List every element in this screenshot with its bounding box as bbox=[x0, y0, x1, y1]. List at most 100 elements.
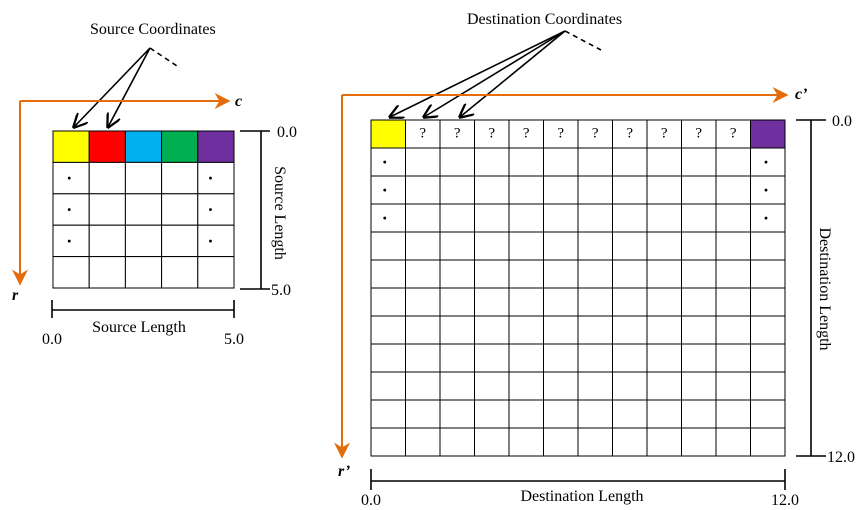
destination-h-start: 0.0 bbox=[361, 492, 381, 509]
destination-cell bbox=[508, 259, 544, 289]
destination-cell bbox=[750, 343, 786, 373]
destination-cell bbox=[681, 259, 717, 289]
destination-cell bbox=[405, 287, 441, 317]
source-col-axis-label: c bbox=[235, 93, 242, 110]
destination-cell bbox=[370, 175, 406, 205]
destination-ellipsis-dot: . bbox=[764, 175, 769, 195]
source-h-end: 5.0 bbox=[224, 331, 244, 348]
destination-cell bbox=[405, 371, 441, 401]
destination-cell bbox=[508, 371, 544, 401]
destination-cell bbox=[750, 371, 786, 401]
destination-cell bbox=[405, 343, 441, 373]
destination-cell bbox=[612, 231, 648, 261]
source-cell bbox=[124, 161, 163, 195]
destination-ellipsis-dot: . bbox=[764, 147, 769, 167]
source-cell bbox=[161, 193, 199, 226]
source-ellipsis-dot: . bbox=[208, 226, 213, 246]
destination-cell bbox=[750, 259, 786, 289]
destination-cell bbox=[543, 259, 579, 289]
destination-cell bbox=[715, 399, 751, 429]
destination-ellipsis-dot: . bbox=[383, 175, 388, 195]
destination-ellipsis-dot: . bbox=[383, 203, 388, 223]
destination-cell bbox=[715, 119, 751, 149]
source-v-end: 5.0 bbox=[271, 282, 291, 299]
destination-cell bbox=[405, 231, 441, 261]
destination-cell bbox=[543, 203, 579, 233]
destination-cell bbox=[612, 399, 648, 429]
destination-ellipsis-dot: . bbox=[764, 203, 769, 223]
destination-unknown-mark: ? bbox=[626, 125, 633, 141]
destination-cell bbox=[439, 399, 475, 429]
destination-cell bbox=[750, 231, 786, 261]
destination-col-axis-label: c’ bbox=[795, 86, 807, 103]
source-cell bbox=[88, 256, 126, 289]
destination-cell bbox=[370, 231, 406, 261]
destination-pixel-last bbox=[750, 119, 786, 149]
destination-cell bbox=[474, 203, 510, 233]
destination-cell bbox=[405, 427, 441, 457]
source-height-label: Source Length bbox=[271, 166, 288, 260]
destination-unknown-mark: ? bbox=[592, 125, 599, 141]
source-arrow-1 bbox=[74, 47, 151, 127]
destination-arrow-1 bbox=[390, 30, 566, 117]
destination-cell bbox=[370, 147, 406, 177]
source-cell bbox=[88, 161, 126, 195]
destination-cell bbox=[370, 427, 406, 457]
destination-cell bbox=[750, 147, 786, 177]
destination-cell bbox=[370, 371, 406, 401]
destination-cell bbox=[681, 119, 717, 149]
destination-cell bbox=[439, 203, 475, 233]
destination-cell bbox=[646, 203, 682, 233]
destination-cell bbox=[439, 315, 475, 345]
destination-cell bbox=[681, 371, 717, 401]
destination-cell bbox=[715, 315, 751, 345]
destination-cell bbox=[750, 203, 786, 233]
source-vertical-ruler bbox=[240, 130, 270, 290]
destination-cell bbox=[715, 203, 751, 233]
destination-cell bbox=[508, 287, 544, 317]
destination-cell bbox=[439, 427, 475, 457]
destination-cell bbox=[646, 315, 682, 345]
source-ellipsis-dot: . bbox=[208, 195, 213, 215]
destination-unknown-mark: ? bbox=[419, 125, 426, 141]
destination-cell bbox=[405, 119, 441, 149]
destination-cell bbox=[681, 399, 717, 429]
destination-cell bbox=[577, 287, 613, 317]
destination-cell bbox=[612, 371, 648, 401]
destination-cell bbox=[612, 203, 648, 233]
destination-cell bbox=[750, 315, 786, 345]
source-grid: ...... bbox=[52, 130, 235, 289]
destination-cell bbox=[439, 147, 475, 177]
source-ellipsis-dot: . bbox=[67, 164, 72, 184]
destination-cell bbox=[577, 399, 613, 429]
destination-cell bbox=[474, 315, 510, 345]
destination-cell bbox=[370, 287, 406, 317]
destination-h-end: 12.0 bbox=[771, 492, 799, 509]
destination-unknown-mark: ? bbox=[523, 125, 530, 141]
destination-cell bbox=[715, 175, 751, 205]
destination-arrow-2 bbox=[424, 30, 566, 117]
destination-cell bbox=[612, 287, 648, 317]
destination-cell bbox=[612, 175, 648, 205]
destination-cell bbox=[543, 147, 579, 177]
destination-cell bbox=[405, 315, 441, 345]
destination-cell bbox=[474, 147, 510, 177]
source-v-start: 0.0 bbox=[277, 124, 297, 141]
destination-cell bbox=[370, 343, 406, 373]
destination-cell bbox=[715, 147, 751, 177]
destination-cell bbox=[508, 343, 544, 373]
destination-arrow-continuation bbox=[564, 30, 602, 51]
destination-cell bbox=[577, 315, 613, 345]
destination-cell bbox=[646, 147, 682, 177]
destination-cell bbox=[577, 119, 613, 149]
source-pixel-colored bbox=[52, 130, 90, 163]
destination-cell bbox=[612, 315, 648, 345]
source-ellipsis-dot: . bbox=[67, 195, 72, 215]
destination-cell bbox=[646, 343, 682, 373]
destination-cell bbox=[715, 259, 751, 289]
source-cell bbox=[52, 224, 90, 258]
source-cell bbox=[88, 193, 126, 226]
destination-cell bbox=[474, 427, 510, 457]
destination-cell bbox=[646, 259, 682, 289]
destination-cell bbox=[715, 287, 751, 317]
